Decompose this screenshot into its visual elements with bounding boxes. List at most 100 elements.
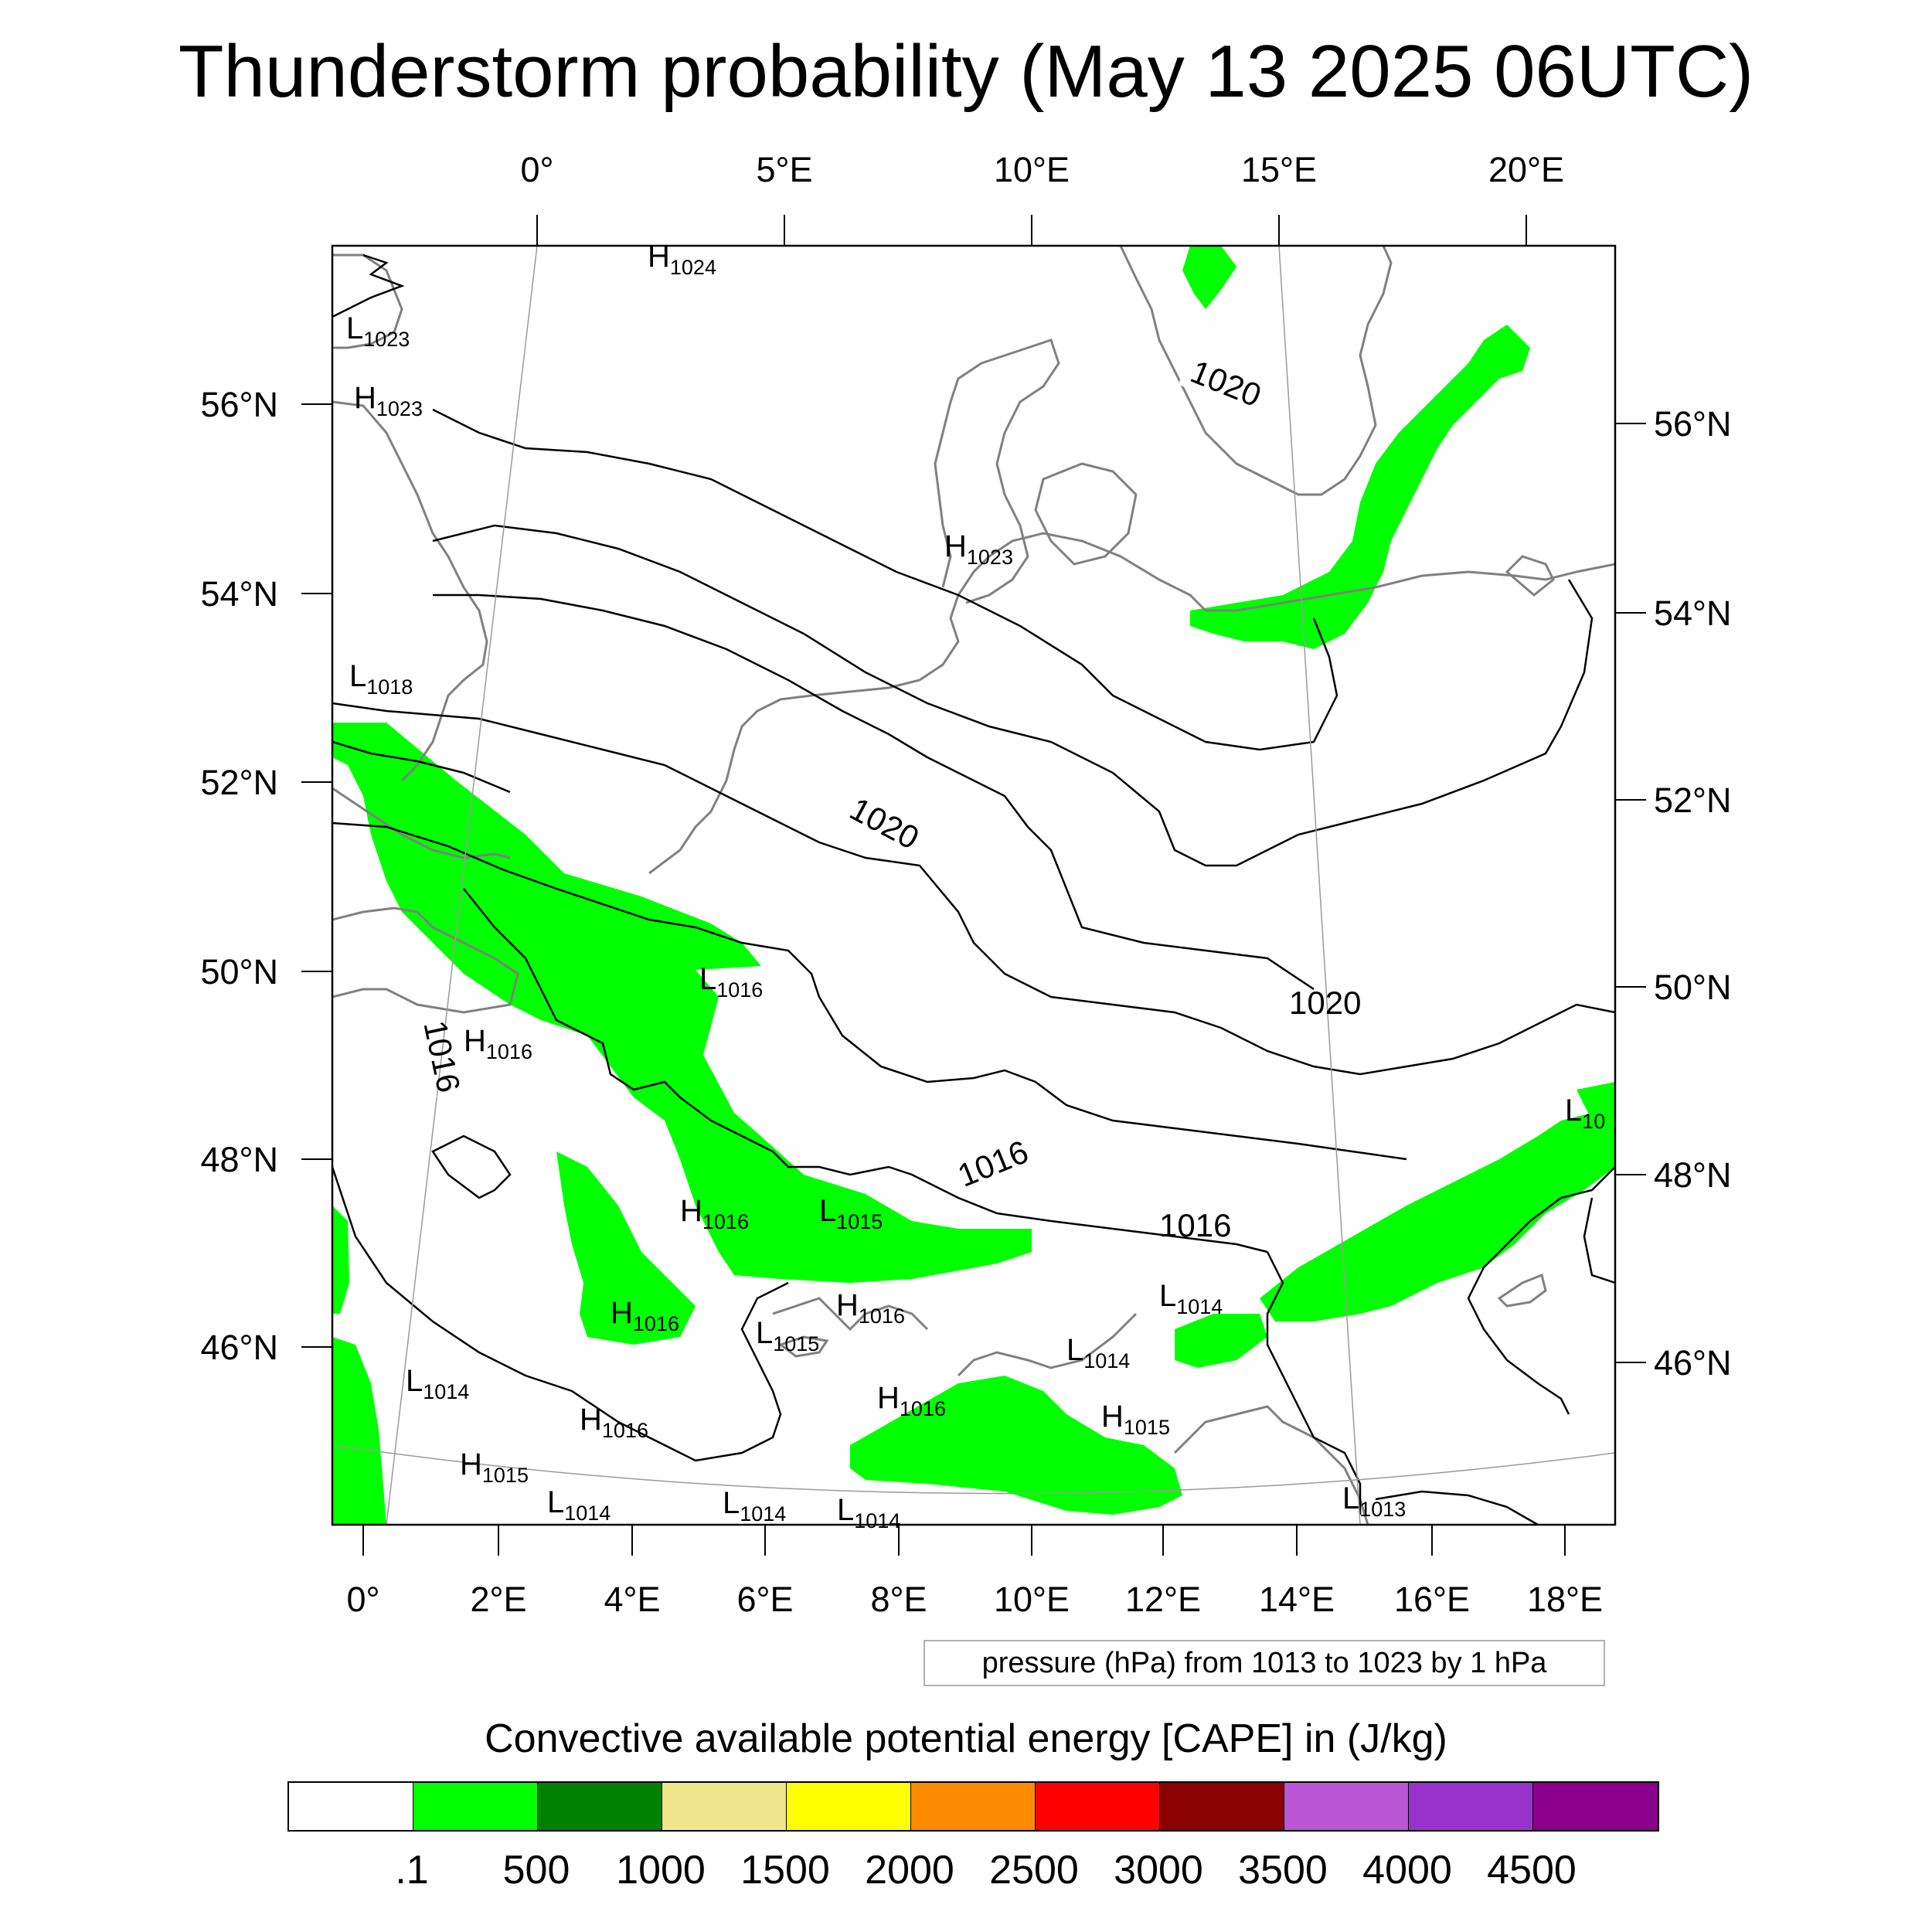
pressure-center: L1014 <box>837 1493 900 1532</box>
top-lon-label: 15°E <box>1241 150 1317 189</box>
meridian-0 <box>386 246 538 1525</box>
colorbar-label: 2500 <box>989 1848 1079 1893</box>
pressure-center: H1016 <box>464 1024 532 1063</box>
pressure-center: H1016 <box>611 1296 679 1335</box>
isobar-6 <box>332 821 1407 1161</box>
colorbar-segment <box>289 1783 413 1830</box>
bottom-lon-label: 14°E <box>1259 1580 1335 1619</box>
pressure-center: H1016 <box>580 1403 648 1442</box>
top-lon-labels: 0° 5°E 10°E 15°E 20°E <box>520 150 1564 189</box>
pressure-center: L1018 <box>349 659 413 699</box>
bottom-lon-label: 18°E <box>1527 1580 1603 1619</box>
cape-area-baltic-poland <box>1190 325 1530 649</box>
coastline-denmark <box>934 338 1060 604</box>
right-lat-label: 46°N <box>1654 1343 1732 1383</box>
colorbar-segment <box>787 1783 911 1830</box>
colorbar-segment <box>1036 1783 1160 1830</box>
isobar-13 <box>1375 1490 1539 1525</box>
left-lat-label: 50°N <box>200 952 278 992</box>
colorbar-label: .1 <box>395 1848 429 1893</box>
coastline-france-north <box>332 906 519 1014</box>
right-lat-labels: 56°N 54°N 52°N 50°N 48°N 46°N <box>1654 404 1732 1383</box>
bottom-lon-label: 16°E <box>1394 1580 1470 1619</box>
cape-area-benelux-alps <box>332 723 1032 1283</box>
bottom-lon-label: 4°E <box>604 1580 660 1619</box>
isobar-2 <box>432 408 1338 751</box>
right-lat-label: 54°N <box>1654 594 1732 633</box>
left-lat-label: 56°N <box>200 385 278 424</box>
coastline-balaton <box>1497 1273 1547 1308</box>
left-lat-labels: 56°N 54°N 52°N 50°N 48°N 46°N <box>200 385 278 1367</box>
colorbar-segment <box>1533 1783 1658 1830</box>
pressure-center: H1016 <box>836 1288 905 1328</box>
pressure-center: L1014 <box>406 1364 469 1403</box>
cape-area-slovakia <box>1577 1082 1615 1121</box>
bottom-lon-label: 12°E <box>1125 1580 1201 1619</box>
colorbar-label: 4000 <box>1362 1848 1452 1893</box>
pressure-center: L1023 <box>346 311 410 351</box>
pressure-center: H1024 <box>648 240 716 279</box>
colorbar-label: 1000 <box>616 1848 706 1893</box>
coastline-uk-east <box>332 400 488 782</box>
bottom-lon-label: 2°E <box>470 1580 526 1619</box>
pressure-center: L10 <box>1565 1094 1605 1133</box>
contour-label: 1020 <box>1289 985 1361 1021</box>
pressure-center: H1016 <box>680 1194 749 1233</box>
pressure-center: H1015 <box>460 1447 529 1487</box>
isobar-8 <box>463 888 1268 1253</box>
bottom-lon-label: 0° <box>346 1580 379 1619</box>
isobar-4 <box>433 594 1315 991</box>
top-lon-label: 0° <box>520 150 553 189</box>
map-title: Thunderstorm probability (May 13 2025 06… <box>178 30 1754 113</box>
isobar-10 <box>431 1134 512 1199</box>
top-lon-label: 10°E <box>994 150 1070 189</box>
cape-area-croatia <box>1175 1314 1267 1368</box>
coastline-germany-north <box>919 532 1236 682</box>
left-lat-label: 54°N <box>200 574 278 614</box>
cape-areas <box>332 246 1615 1525</box>
isobar-5 <box>332 702 1615 1076</box>
border-alps-2 <box>957 1312 1138 1377</box>
left-lat-label: 46°N <box>200 1328 278 1367</box>
bottom-lon-label: 10°E <box>994 1580 1070 1619</box>
isobar-3 <box>432 524 1594 867</box>
colorbar-label: 3500 <box>1238 1848 1328 1893</box>
top-lon-label: 5°E <box>756 150 812 189</box>
pressure-centers: H1024 L1023 H1023 H1023 L1018 L1016 H101… <box>346 240 1605 1532</box>
coastline-uk <box>332 253 403 349</box>
right-lat-label: 48°N <box>1654 1155 1732 1195</box>
top-lon-label: 20°E <box>1488 150 1564 189</box>
border-alps-1 <box>772 1297 929 1332</box>
coastline-adriatic <box>1173 1405 1369 1525</box>
colorbar-label: 2000 <box>865 1848 954 1893</box>
colorbar-segment <box>662 1783 787 1830</box>
cape-area-po-valley <box>850 1376 1182 1515</box>
cape-area-hungary <box>1260 1113 1615 1321</box>
contour-info-box: pressure (hPa) from 1013 to 1023 by 1 hP… <box>923 1640 1605 1686</box>
pressure-center: H1016 <box>877 1381 946 1420</box>
cape-area-france-interior <box>556 1151 696 1345</box>
pressure-center: L1016 <box>699 962 763 1002</box>
map-frame <box>331 244 1617 1526</box>
tick-marks <box>301 215 1646 1556</box>
isobars <box>332 253 1615 1525</box>
pressure-center: H1023 <box>354 381 423 420</box>
right-lat-label: 50°N <box>1654 968 1732 1007</box>
parallel-45n <box>332 1444 1615 1495</box>
meridian-15e <box>1278 246 1361 1525</box>
left-lat-label: 48°N <box>200 1140 278 1179</box>
pressure-center: L1014 <box>1159 1279 1223 1318</box>
coastline-uk-south <box>332 787 511 859</box>
cape-area-spain-west2 <box>332 1206 349 1314</box>
isobar-9 <box>332 1166 789 1462</box>
cape-area-sweden <box>1182 246 1236 309</box>
pressure-center: H1015 <box>1101 1400 1170 1439</box>
pressure-center: H1023 <box>944 529 1013 569</box>
right-lat-label: 52°N <box>1654 781 1732 820</box>
colorbar-segment <box>1284 1783 1409 1830</box>
colorbar-title: Convective available potential energy [C… <box>485 1716 1447 1761</box>
coastlines <box>332 246 1615 1525</box>
pressure-center: L1014 <box>723 1486 786 1526</box>
right-lat-label: 56°N <box>1654 404 1732 444</box>
